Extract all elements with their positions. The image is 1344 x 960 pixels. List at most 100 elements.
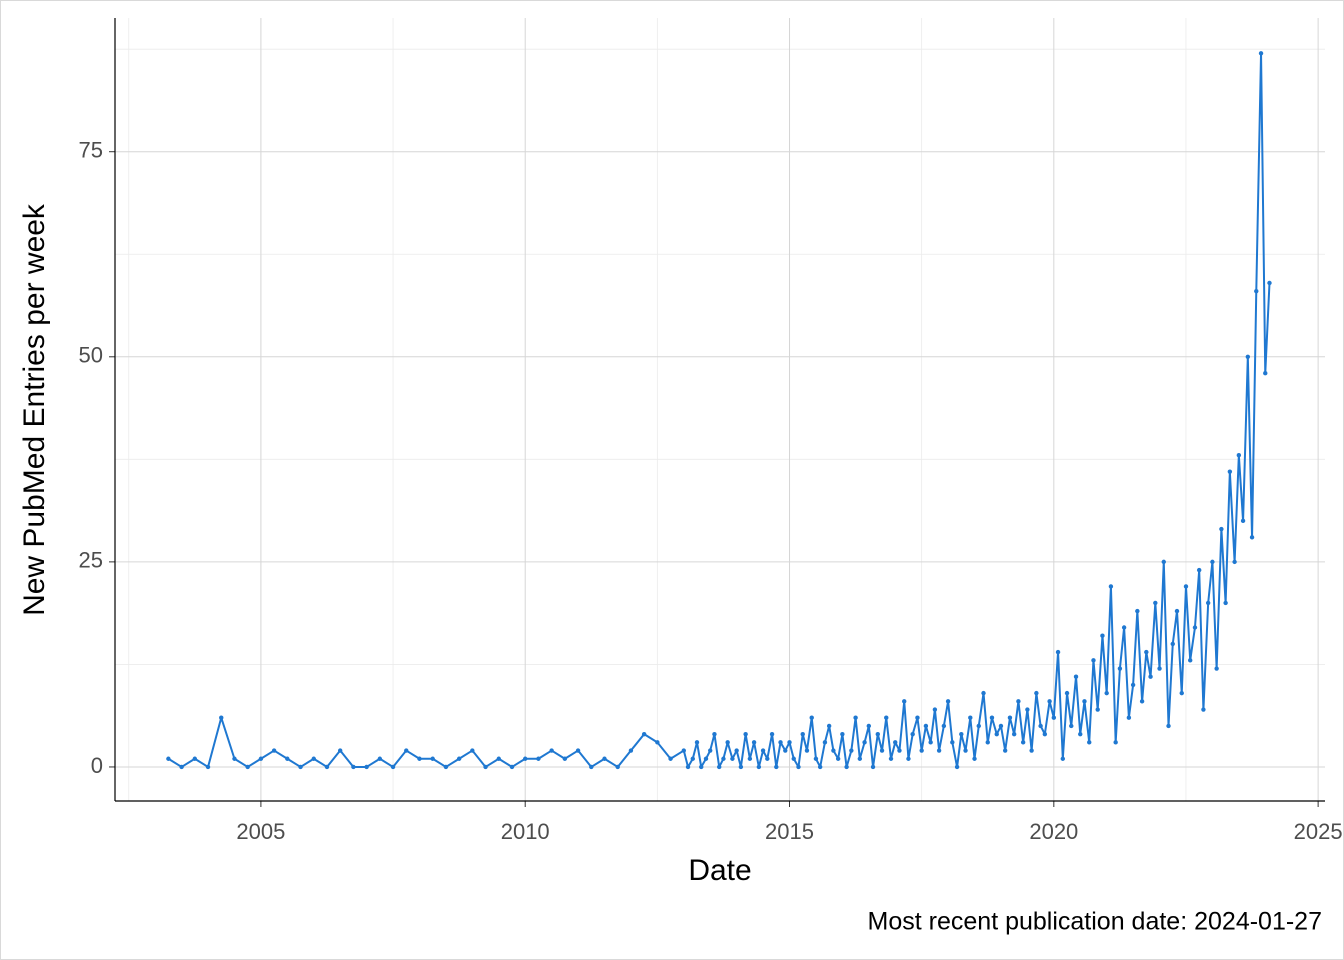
data-point [1254, 288, 1259, 294]
data-point [1227, 469, 1233, 474]
data-point [703, 756, 709, 761]
data-point [628, 748, 634, 753]
x-tick-label: 2025 [1294, 819, 1343, 844]
data-point [1082, 699, 1087, 704]
data-point [769, 731, 775, 737]
data-point [417, 756, 422, 761]
data-point [1170, 641, 1175, 647]
data-point [866, 723, 872, 729]
data-point [804, 748, 810, 753]
data-point [1051, 715, 1057, 720]
caption: Most recent publication date: 2024-01-27 [868, 908, 1322, 936]
data-point [1161, 559, 1166, 565]
data-point [1073, 674, 1079, 679]
data-point [751, 740, 757, 745]
data-point [756, 764, 762, 770]
data-point [1245, 354, 1251, 359]
data-point [945, 699, 951, 704]
data-point [897, 748, 902, 753]
data-point [166, 756, 171, 761]
data-point [1011, 731, 1017, 737]
data-point [1166, 723, 1171, 729]
data-point [430, 756, 435, 761]
data-point [1144, 649, 1149, 655]
data-point [1047, 699, 1052, 704]
data-point [1148, 674, 1153, 679]
data-point [875, 731, 880, 737]
data-point [747, 756, 753, 761]
data-point [840, 731, 845, 737]
data-point [549, 748, 554, 753]
data-point [963, 748, 968, 753]
data-point [1130, 682, 1136, 688]
data-point [1201, 707, 1206, 712]
data-point [844, 764, 849, 770]
data-point [950, 740, 955, 745]
data-point [390, 764, 396, 770]
data-point [443, 764, 449, 770]
data-point [232, 756, 237, 761]
data-point [1236, 453, 1242, 458]
y-tick-label: 25 [79, 548, 103, 573]
data-point [1016, 699, 1021, 704]
data-point [351, 764, 356, 770]
data-point [456, 756, 462, 761]
data-point [496, 756, 501, 761]
data-point [721, 756, 726, 761]
data-point [981, 690, 986, 696]
data-point [1100, 633, 1105, 638]
data-point [1135, 608, 1140, 614]
data-point [976, 723, 981, 729]
data-point [959, 731, 964, 737]
data-point [822, 740, 828, 745]
data-point [853, 715, 858, 720]
data-point [796, 764, 801, 770]
data-point [536, 756, 541, 761]
data-point [831, 748, 836, 753]
data-point [743, 731, 748, 737]
data-point [1064, 690, 1070, 696]
data-point [1020, 740, 1026, 745]
data-point [888, 756, 894, 761]
data-point [910, 731, 915, 737]
data-point [734, 748, 739, 753]
data-point [870, 764, 876, 770]
x-tick-label: 2020 [1029, 819, 1078, 844]
data-point [404, 748, 409, 753]
data-point [725, 740, 730, 745]
data-point [1007, 715, 1013, 720]
data-point [1060, 756, 1066, 761]
data-point [760, 748, 766, 753]
data-point [813, 756, 819, 761]
data-point [1029, 748, 1034, 753]
data-point [1183, 584, 1189, 589]
data-point [932, 707, 938, 712]
data-point [783, 748, 788, 753]
data-point [694, 740, 700, 745]
data-point [1025, 707, 1030, 712]
data-point [1219, 526, 1224, 532]
data-point [862, 740, 867, 745]
data-point [972, 756, 977, 761]
data-point [791, 756, 796, 761]
data-point [1188, 658, 1193, 663]
data-point [641, 731, 647, 737]
data-point [337, 748, 343, 753]
data-point [690, 756, 695, 761]
data-point [205, 764, 211, 770]
data-point [602, 756, 607, 761]
data-point [377, 756, 383, 761]
y-tick-label: 50 [79, 343, 103, 368]
data-point [681, 748, 686, 753]
y-axis-title: New PubMed Entries per week [18, 203, 51, 616]
data-point [809, 715, 814, 720]
data-point [835, 756, 841, 761]
data-point [712, 731, 717, 737]
data-point [1042, 731, 1048, 737]
x-axis-title: Date [688, 854, 751, 887]
data-point [1002, 748, 1008, 753]
data-point [919, 748, 924, 753]
data-point [1240, 518, 1246, 524]
data-point [1055, 649, 1061, 655]
